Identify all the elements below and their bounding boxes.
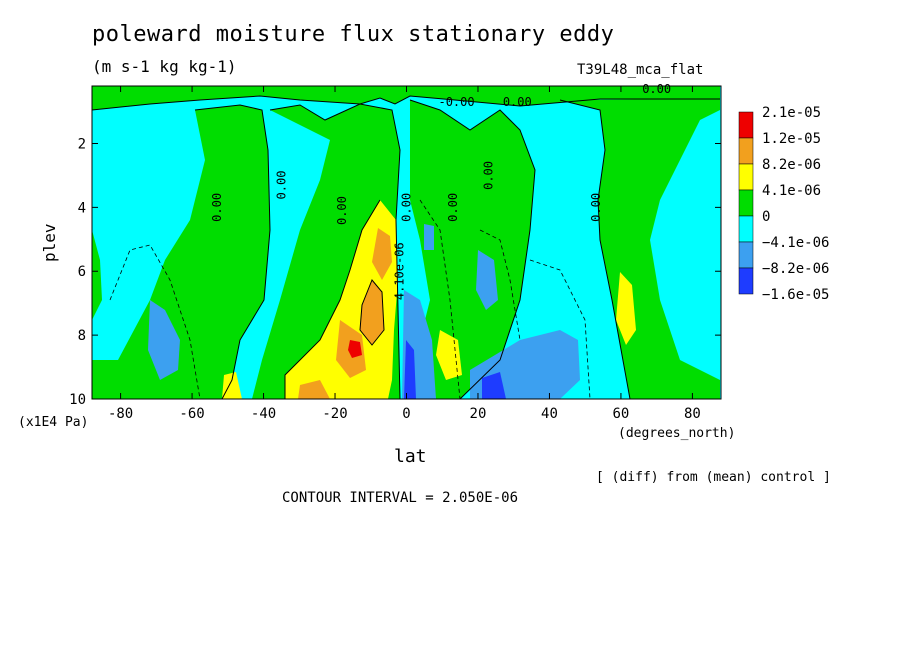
run-name: T39L48_mca_flat (577, 62, 704, 78)
fill-region-green-sh-edge (92, 230, 102, 320)
fill-region-darkblue-nh (482, 372, 506, 399)
x-tick-label: -20 (322, 406, 347, 422)
contour-line-negative (419, 199, 461, 399)
fill-region-green-nh-mid (560, 99, 720, 399)
x-axis-label: lat (394, 446, 427, 467)
fill-region-yellow-sh (222, 372, 242, 399)
legend-swatch (738, 137, 754, 165)
x-tick-label: 20 (470, 406, 487, 422)
contour-line (269, 103, 401, 399)
contour-line-negative (529, 259, 591, 399)
contour-line (284, 199, 381, 399)
contour-line-negative (479, 229, 521, 341)
y-axis-power-label: (x1E4 Pa) (18, 415, 89, 430)
contour-label: 0.00 (210, 193, 224, 222)
contour-label: 0.00 (446, 193, 460, 222)
contour-label: 0.00 (589, 193, 603, 222)
legend-swatch (738, 215, 754, 243)
chart-units: (m s-1 kg kg-1) (92, 57, 237, 76)
legend-swatch (738, 189, 754, 217)
y-tick-label: 4 (78, 200, 86, 216)
y-tick-label: 2 (78, 136, 86, 152)
contour-label: 0.00 (482, 161, 496, 190)
legend-swatch (738, 111, 754, 139)
diff-note: [ (diff) from (mean) control ] (596, 470, 831, 485)
contour-label: -0.00 (438, 95, 474, 109)
contour-label: 0.00 (274, 171, 288, 200)
contour-label: 0.00 (400, 193, 414, 222)
contour-label: 0.00 (642, 82, 671, 96)
y-axis: 2 4 6 8 10 (69, 136, 721, 408)
legend-swatch (738, 267, 754, 295)
fill-region-yellow-nh-polar (616, 272, 636, 345)
legend-label: 2.1e-05 (762, 105, 821, 121)
y-tick-label: 10 (69, 392, 86, 408)
fill-region-blue-nh (476, 250, 498, 310)
fill-region-blue-sh (148, 300, 180, 380)
contour-labels: 0.00 0.00 0.00 0.00 0.00 0.00 0.00 -0.00 0.00 0.0… (210, 82, 671, 300)
color-legend: 2.1e-05 1.2e-05 8.2e-06 4.1e-06 0 −4.1e-06 −8.… (738, 105, 829, 303)
contour-fills (92, 86, 721, 399)
fill-region-blue-small (424, 224, 434, 250)
x-axis: -80 -60 -40 -20 0 20 40 60 80 (108, 86, 701, 422)
fill-region-orange-d (298, 380, 330, 399)
legend-label: −8.2e-06 (762, 261, 829, 277)
legend-swatch (738, 241, 754, 269)
fill-region-green-sh-column (92, 105, 270, 399)
legend-label: −4.1e-06 (762, 235, 829, 251)
legend-label: 1.2e-05 (762, 131, 821, 147)
y-tick-label: 8 (78, 328, 86, 344)
x-tick-label: 40 (541, 406, 558, 422)
legend-label: 8.2e-06 (762, 157, 821, 173)
contour-label: 0.00 (503, 95, 532, 109)
x-tick-label: 0 (402, 406, 410, 422)
legend-label: 0 (762, 209, 770, 225)
fill-region-yellow-nh (436, 330, 462, 380)
legend-label: 4.1e-06 (762, 183, 821, 199)
contour-line (409, 99, 536, 399)
fill-region-green-eq (410, 100, 535, 399)
x-tick-label: -40 (251, 406, 276, 422)
chart-title: poleward moisture flux stationary eddy (92, 22, 615, 47)
x-tick-label: -60 (179, 406, 204, 422)
contour-line-negative (109, 244, 201, 399)
x-tick-label: 60 (613, 406, 630, 422)
fill-region-orange-a (372, 228, 392, 280)
fill-region-red (348, 340, 362, 358)
contour-line (92, 95, 720, 111)
contour-line (559, 99, 631, 399)
contour-label: 4.10e-06 (392, 242, 406, 300)
legend-label: −1.6e-05 (762, 287, 829, 303)
contour-line (359, 279, 385, 346)
x-tick-label: 80 (684, 406, 701, 422)
contour-label: 0.00 (335, 196, 349, 225)
contour-line (194, 104, 271, 399)
legend-swatch (738, 163, 754, 191)
contour-interval-note: CONTOUR INTERVAL = 2.050E-06 (282, 490, 519, 506)
x-axis-units: (degrees_north) (618, 426, 736, 441)
fill-region-darkblue-eq (404, 340, 416, 399)
y-tick-label: 6 (78, 264, 86, 280)
fill-region-yellow-main (285, 200, 398, 399)
x-tick-label: -80 (108, 406, 133, 422)
